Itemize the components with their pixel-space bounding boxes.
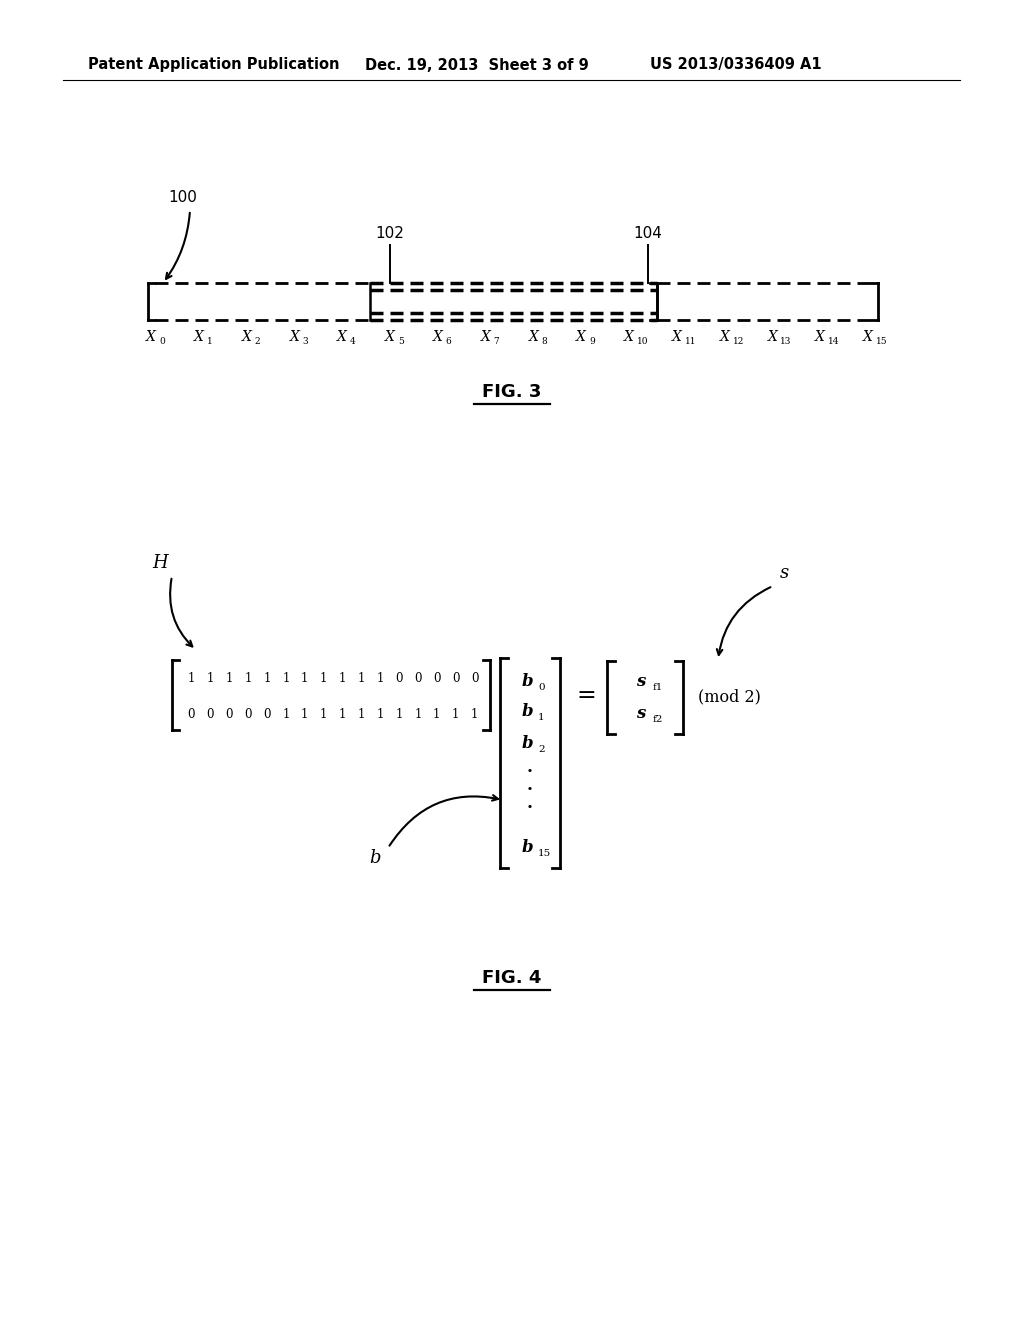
Text: s: s (636, 673, 646, 690)
Text: X: X (863, 330, 872, 345)
Text: 1: 1 (395, 709, 402, 722)
Text: 1: 1 (263, 672, 270, 685)
Text: X: X (815, 330, 825, 345)
Text: s: s (636, 705, 646, 722)
Text: 1: 1 (452, 709, 460, 722)
Text: 12: 12 (732, 337, 744, 346)
Text: 0: 0 (263, 709, 270, 722)
Text: b: b (370, 849, 381, 867)
Text: 1: 1 (357, 709, 365, 722)
Text: 1: 1 (433, 709, 440, 722)
Text: 1: 1 (225, 672, 232, 685)
Text: b: b (521, 673, 532, 690)
Text: 11: 11 (685, 337, 696, 346)
Text: X: X (672, 330, 682, 345)
Text: 0: 0 (538, 684, 545, 693)
Text: 1: 1 (301, 709, 308, 722)
Text: 0: 0 (187, 709, 196, 722)
Text: 15: 15 (876, 337, 888, 346)
Text: (mod 2): (mod 2) (698, 689, 761, 705)
Text: 0: 0 (159, 337, 165, 346)
Text: 1: 1 (415, 709, 422, 722)
Text: X: X (146, 330, 156, 345)
Text: 100: 100 (168, 190, 197, 205)
Text: 102: 102 (376, 226, 404, 240)
Text: H: H (153, 554, 168, 572)
Text: Patent Application Publication: Patent Application Publication (88, 58, 340, 73)
Text: f2: f2 (653, 714, 664, 723)
Text: X: X (624, 330, 634, 345)
Text: 1: 1 (319, 709, 328, 722)
Text: 6: 6 (445, 337, 452, 346)
Text: 0: 0 (207, 709, 214, 722)
Text: f1: f1 (653, 684, 664, 693)
Text: 1: 1 (471, 709, 478, 722)
Text: b: b (521, 704, 532, 721)
Text: 8: 8 (542, 337, 547, 346)
Text: FIG. 4: FIG. 4 (482, 969, 542, 987)
Text: 13: 13 (780, 337, 792, 346)
Text: X: X (337, 330, 347, 345)
Text: 2: 2 (538, 746, 545, 755)
Text: 10: 10 (637, 337, 648, 346)
Text: b: b (521, 735, 532, 752)
Text: X: X (242, 330, 252, 345)
Text: ·: · (526, 796, 534, 820)
Text: 15: 15 (538, 850, 551, 858)
Text: FIG. 3: FIG. 3 (482, 383, 542, 401)
Text: 0: 0 (395, 672, 402, 685)
Text: 0: 0 (452, 672, 460, 685)
Text: 1: 1 (207, 672, 214, 685)
Text: b: b (521, 840, 532, 857)
Text: X: X (528, 330, 539, 345)
Text: 1: 1 (187, 672, 196, 685)
Text: Dec. 19, 2013  Sheet 3 of 9: Dec. 19, 2013 Sheet 3 of 9 (365, 58, 589, 73)
Text: X: X (577, 330, 586, 345)
Text: X: X (290, 330, 299, 345)
Text: 1: 1 (339, 672, 346, 685)
Text: 7: 7 (494, 337, 500, 346)
Text: X: X (720, 330, 729, 345)
Text: 2: 2 (255, 337, 260, 346)
Text: 1: 1 (245, 672, 252, 685)
Text: 0: 0 (245, 709, 252, 722)
Text: ·: · (526, 760, 534, 784)
Text: X: X (433, 330, 442, 345)
Text: X: X (480, 330, 490, 345)
Text: =: = (577, 684, 596, 706)
Text: US 2013/0336409 A1: US 2013/0336409 A1 (650, 58, 821, 73)
Text: 1: 1 (301, 672, 308, 685)
Text: 1: 1 (319, 672, 328, 685)
Text: 4: 4 (350, 337, 356, 346)
Text: ·: · (526, 779, 534, 801)
Text: 104: 104 (634, 226, 663, 240)
Text: 0: 0 (225, 709, 232, 722)
Text: s: s (779, 564, 788, 582)
Text: X: X (194, 330, 204, 345)
Text: 14: 14 (828, 337, 840, 346)
Text: 1: 1 (283, 709, 290, 722)
Text: 5: 5 (398, 337, 403, 346)
Text: X: X (385, 330, 395, 345)
Text: 0: 0 (414, 672, 422, 685)
Text: 1: 1 (377, 709, 384, 722)
Text: 0: 0 (433, 672, 440, 685)
Text: X: X (767, 330, 777, 345)
Text: 1: 1 (377, 672, 384, 685)
Text: 1: 1 (283, 672, 290, 685)
Text: 1: 1 (339, 709, 346, 722)
Text: 0: 0 (471, 672, 478, 685)
Text: 9: 9 (589, 337, 595, 346)
Text: 1: 1 (538, 714, 545, 722)
Text: 1: 1 (357, 672, 365, 685)
Text: 1: 1 (207, 337, 213, 346)
Text: 3: 3 (302, 337, 308, 346)
